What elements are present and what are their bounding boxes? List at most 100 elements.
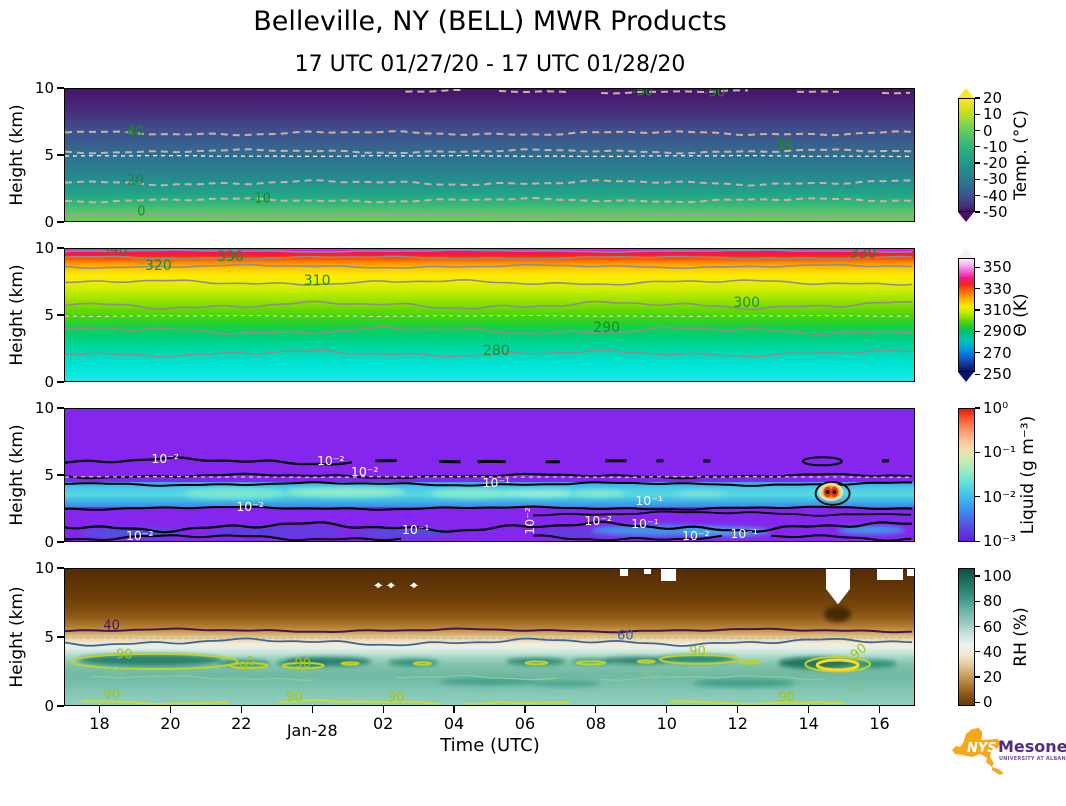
x-tick-label: 12 [727,714,748,733]
colorbar-tick-label: 100 [983,567,1012,585]
fill-patch [540,529,609,537]
contour-label: 90 [778,690,795,706]
contour-line [65,476,912,478]
x-tick [453,706,455,713]
x-tick-label: 14 [798,714,819,733]
contour-label: 90 [387,690,405,706]
x-tick-label: 18 [89,714,110,733]
fill-patch [506,489,575,498]
contour-ring [801,456,843,467]
colorbar-tick [975,309,980,311]
colorbar-tick-label: 0 [983,693,993,712]
contour-label: 90 [116,647,133,663]
colorbar-tick-label: 80 [983,592,1003,611]
colorbar-arrow-bottom [958,372,974,382]
x-tick [524,706,526,713]
contour-ring [658,653,740,665]
contour-line [498,90,570,94]
fill-patch [846,660,898,669]
fill-patch [353,529,456,538]
fill-patch [81,527,184,539]
colorbar-arrow-bottom [958,212,974,222]
y-tick [57,87,64,89]
figure-subtitle: 17 UTC 01/27/20 - 17 UTC 01/28/20 [294,52,686,77]
colorbar-tick-label: 270 [983,343,1012,362]
plot-area-temperature: -50 -50 -40 -30 -20 -10 0 [64,88,915,222]
contour-label: -20 [122,173,144,189]
logo-state-text: NYS [967,741,997,756]
x-tick-label: 22 [231,714,252,733]
fill-patch [183,488,286,499]
y-tick-label: 10 [34,79,54,97]
fill-patch [77,654,223,667]
contour-label: 10⁻² [682,527,710,542]
contour-label: 80 [642,668,660,684]
colorbar-tick [975,287,980,290]
contour-overlay [65,456,913,541]
contour-ring [804,656,872,673]
fill-patch [837,526,906,535]
colorbar-tick [975,130,980,132]
colorbar-tick [975,113,980,115]
fill-patch [531,680,600,686]
nys-mesonet-logo: NYS Mesonet UNIVERSITY AT ALBANY [946,722,1066,780]
contour-label: 280 [482,342,510,359]
colorbar-liquid: 10⁰ 10⁻¹ 10⁻² 10⁻³ [958,399,1016,550]
colorbar-temperature: 20 10 0 -10 -20 -30 -40 -50 [958,88,1008,222]
fill-patch [693,679,796,688]
fill-patch [604,656,673,664]
x-tick-label: 10 [656,714,677,733]
colorbar-tick [975,266,980,268]
y-tick-label: 5 [44,628,54,646]
contour-label: -30 [771,138,794,154]
colorbar-tick [975,407,980,409]
colorbar-tick-label: -50 [983,203,1008,221]
contour-ring [814,481,851,506]
colorbar-tick [975,211,980,213]
contour-line [669,700,845,705]
colorbar-gradient [958,568,975,706]
contour-line [65,179,913,187]
x-tick [98,706,101,713]
x-tick-label: 20 [160,714,181,733]
contour-label: 80 [848,682,866,698]
contour-label: 10⁻² [125,527,154,542]
contour-line [65,534,402,541]
contour-line [601,89,749,95]
contour-line [405,89,462,93]
contour-label: 0 [137,204,146,220]
contour-ring [340,661,360,666]
colorbar-tick-label: 10⁰ [983,399,1009,417]
fill-patch [209,526,346,538]
contour-line [65,637,912,639]
contour-line [533,534,723,541]
colorbar-gradient [958,258,975,372]
colorbar-tick [975,146,980,148]
y-tick [57,567,64,569]
y-tick-label: 10 [34,239,54,257]
fill-patch [659,654,736,663]
contour-line [277,699,439,705]
missing-data-gap [660,569,677,582]
y-tick [57,381,64,383]
missing-data-gap [644,569,651,575]
y-tick-label: 0 [44,213,54,231]
contour-ring [524,660,549,666]
y-tick-label: 0 [44,373,54,391]
contour-line [65,148,913,155]
contour-ring [229,662,269,670]
colorbar-tick [975,97,980,99]
x-tick [666,706,668,713]
y-tick [57,474,64,476]
colorbar-gradient [958,408,975,542]
x-tick [240,706,242,713]
colorbar-tick [975,600,980,602]
plot-area-liquid: 10⁻² 10⁻² 10⁻² 10⁻¹ 10⁻² 10⁻¹ 10⁻² 10⁻¹ 10⁻² 10⁻²… [64,408,915,542]
colorbar-arrow-top [958,88,974,98]
contour-label: 10⁻² [350,463,379,479]
colorbar-tick-label: 20 [983,668,1003,687]
colorbar-tick [975,540,980,542]
contour-label: 340 [100,248,128,259]
logo-brand: Mesonet [998,737,1066,756]
contour-label: 90 [689,644,706,660]
